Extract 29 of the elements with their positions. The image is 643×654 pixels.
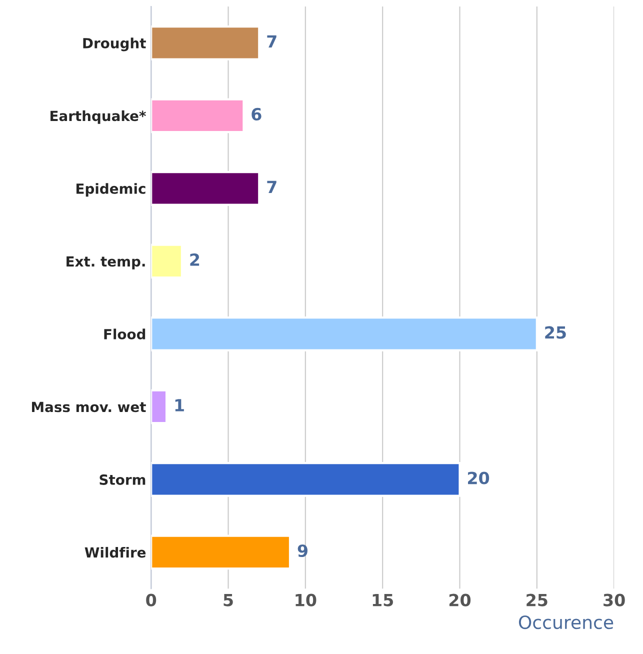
data-label: 7 [267, 180, 276, 194]
x-tick-label: 15 [372, 594, 394, 606]
bar [151, 316, 538, 352]
bar [151, 98, 245, 134]
x-tick-label: 5 [224, 594, 233, 606]
y-tick-label: Epidemic [76, 183, 146, 197]
y-tick-label: Flood [104, 328, 146, 340]
data-label: 7 [267, 35, 276, 48]
bar [151, 26, 260, 60]
bar [151, 171, 260, 206]
y-tick-label: Wildfire [84, 546, 146, 558]
y-tick-label: Ext. temp. [66, 256, 145, 270]
data-label: 1 [175, 399, 184, 412]
data-label: 6 [252, 108, 262, 121]
y-tick-label: Drought [83, 38, 146, 52]
data-label: 9 [298, 544, 308, 558]
data-label: 2 [190, 253, 200, 266]
data-label: 25 [545, 326, 566, 339]
y-tick-label: Storm [100, 474, 146, 485]
x-tick-label: 0 [146, 594, 156, 606]
x-tick-label: 20 [449, 594, 471, 606]
data-label: 20 [468, 472, 490, 484]
x-tick-label: 10 [296, 594, 316, 606]
y-tick-label: Mass mov. wet [32, 402, 146, 412]
x-axis-title: Occurence [518, 615, 614, 630]
x-tick-label: 30 [604, 594, 625, 606]
y-tick-label: Earthquake* [50, 110, 146, 124]
x-tick-label: 25 [526, 594, 548, 606]
bar [151, 462, 461, 497]
